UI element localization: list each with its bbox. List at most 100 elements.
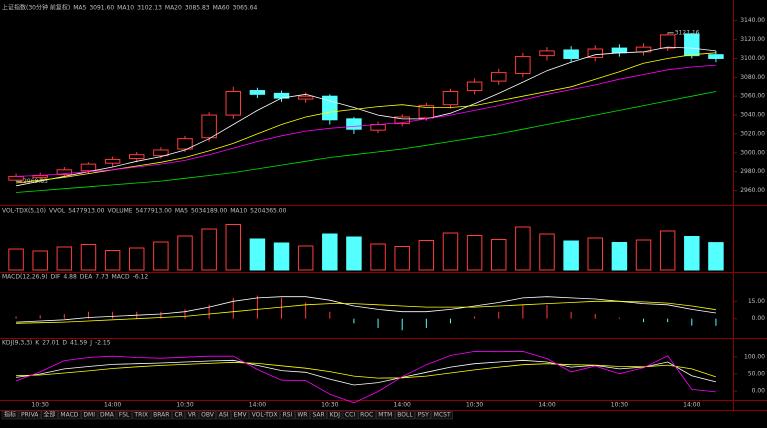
volume-bar — [249, 238, 266, 271]
series-line — [16, 300, 716, 324]
volume-bar — [370, 243, 386, 271]
panel-title: VOL-TDX(5,10) — [2, 208, 46, 215]
volume-bar — [322, 233, 338, 271]
y-tick-label: 3040.00 — [740, 112, 765, 119]
tab-box — [132, 410, 151, 420]
tab-box — [81, 410, 98, 420]
tab[interactable]: DMI — [83, 412, 95, 419]
tab[interactable]: RSI — [283, 412, 293, 419]
frame — [0, 0, 767, 411]
x-tick-label: 14:00 — [683, 402, 700, 409]
tab[interactable]: PRIVA — [21, 412, 39, 419]
x-tick-label: 10:30 — [321, 402, 338, 409]
tab[interactable]: PSY — [418, 412, 429, 419]
x-tick-label: 14:00 — [104, 402, 121, 409]
volume-bar — [708, 242, 724, 271]
candle-body — [153, 149, 169, 157]
tab[interactable]: MCST — [434, 412, 451, 419]
tab-box — [150, 410, 172, 420]
tab-box — [116, 410, 132, 420]
legend-name: MA20 — [165, 5, 182, 12]
series-line — [16, 361, 717, 379]
volume-bar — [539, 233, 555, 271]
legend-value: 27.01 — [42, 340, 59, 347]
series-line — [16, 296, 716, 323]
tab[interactable]: FSL — [119, 412, 130, 419]
tab-box — [280, 410, 295, 420]
readout-name: MA5 — [175, 208, 188, 215]
tab-box — [295, 410, 310, 420]
tab[interactable]: OBV — [201, 412, 215, 419]
tab[interactable]: VOL-TDX — [252, 412, 278, 419]
tab-box — [18, 410, 41, 420]
volume-bar — [418, 240, 435, 271]
x-tick-label: 10:30 — [611, 402, 628, 409]
tab-box — [375, 410, 395, 420]
volume-bar — [128, 247, 145, 271]
x-tick-label: 10:30 — [466, 402, 483, 409]
annotation: 2969.83 — [23, 178, 48, 185]
tab[interactable]: VR — [188, 412, 196, 419]
candle-body — [346, 118, 362, 130]
readout-name: VVOL — [49, 208, 66, 215]
tab[interactable]: BOLL — [397, 412, 413, 419]
volume-bar — [32, 250, 48, 271]
tab[interactable]: CR — [174, 412, 182, 419]
tab[interactable]: SAR — [312, 412, 324, 419]
volume-bar — [611, 242, 628, 271]
readout-name: MACD — [112, 274, 130, 281]
tab[interactable]: KDJ — [330, 412, 341, 419]
y-tick-label: 15.00 — [748, 298, 765, 305]
tab[interactable]: 全部 — [43, 411, 55, 419]
tab[interactable]: TRIX — [133, 412, 148, 419]
legend-value: 3091.60 — [89, 5, 114, 12]
y-tick-label: 3020.00 — [740, 130, 765, 137]
tab-box — [97, 410, 117, 420]
volume-bar — [225, 224, 242, 271]
tab[interactable]: MTM — [378, 412, 392, 419]
candle-body — [587, 48, 604, 59]
volume-bar — [442, 232, 459, 271]
readout-value: 5034189.00 — [191, 208, 227, 215]
candle-body — [490, 72, 507, 82]
tab[interactable]: ROC — [360, 412, 373, 419]
tab[interactable]: 指标 — [4, 411, 16, 419]
candle-body — [659, 34, 676, 49]
tab-box — [1, 410, 19, 420]
volume-bar — [8, 248, 24, 271]
readout-value: -6.12 — [133, 274, 149, 281]
candle-body — [297, 95, 314, 100]
tab[interactable]: ASI — [219, 412, 229, 419]
y-tick-label: 0.00 — [752, 388, 766, 395]
volume-bar — [394, 246, 410, 271]
candle-body — [177, 138, 193, 150]
legend-name: MA5 — [73, 5, 86, 12]
y-tick-label: 2980.00 — [740, 168, 765, 175]
candle-body — [201, 114, 217, 139]
candle-body — [370, 124, 386, 131]
volume-bar — [56, 246, 73, 271]
tab[interactable]: CCI — [345, 412, 355, 419]
tab[interactable]: EMV — [234, 412, 248, 419]
tab[interactable]: MACD — [60, 412, 78, 419]
candle-body — [563, 49, 579, 59]
series-line — [16, 91, 716, 193]
legend-name: DEA — [80, 274, 93, 281]
tab-box — [327, 410, 343, 420]
y-tick-label: 3100.00 — [740, 55, 765, 62]
tab[interactable]: WR — [297, 412, 307, 419]
x-tick-label: 10:30 — [176, 402, 193, 409]
tab[interactable]: DMA — [100, 412, 115, 419]
volume-bar — [563, 240, 579, 271]
candle-body — [442, 90, 459, 106]
volume-bar — [659, 230, 676, 271]
y-tick-label: 50.00 — [748, 371, 765, 378]
legend-value: 7.73 — [95, 274, 109, 281]
tab[interactable]: BRAR — [153, 412, 169, 419]
volume-bar — [177, 235, 193, 271]
y-tick-label: 3120.00 — [740, 36, 765, 43]
volume-bar — [490, 239, 507, 271]
series-line — [16, 46, 716, 187]
tab-box — [185, 410, 199, 420]
